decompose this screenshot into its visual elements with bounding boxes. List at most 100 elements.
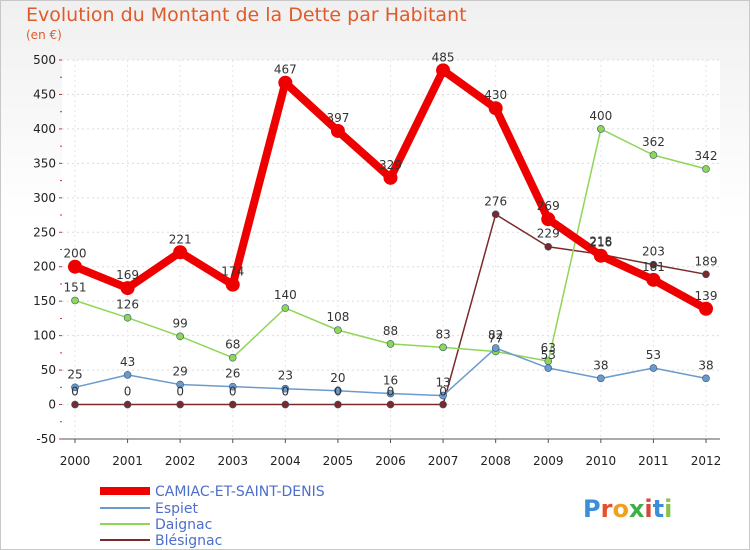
data-point xyxy=(646,272,661,287)
data-label: 200 xyxy=(64,247,87,261)
data-point xyxy=(71,400,79,409)
data-label: 181 xyxy=(642,260,665,274)
data-label: 43 xyxy=(120,355,135,369)
data-point xyxy=(491,344,500,352)
data-label: 342 xyxy=(695,149,718,163)
data-label: 13 xyxy=(435,376,450,390)
y-tick-label: 450 xyxy=(33,87,56,101)
data-point xyxy=(176,380,184,389)
y-tick-label: 250 xyxy=(33,225,56,239)
data-point xyxy=(702,374,710,383)
legend-label: Espiet xyxy=(155,501,199,517)
data-point xyxy=(281,400,290,409)
data-label: 151 xyxy=(64,280,87,294)
x-tick-label: 2009 xyxy=(533,454,564,468)
data-point xyxy=(491,210,500,219)
data-point xyxy=(649,364,658,372)
data-point xyxy=(334,400,342,409)
data-point xyxy=(597,125,605,133)
data-point xyxy=(173,245,188,260)
x-tick-label: 2001 xyxy=(112,454,143,468)
data-label: 29 xyxy=(173,365,188,379)
data-point xyxy=(228,400,237,409)
data-label: 0 xyxy=(176,385,184,399)
data-point xyxy=(702,165,710,173)
y-tick-label: 350 xyxy=(33,156,56,170)
data-label: 329 xyxy=(379,158,402,172)
data-label: 99 xyxy=(173,316,188,330)
data-point xyxy=(334,326,342,334)
data-point xyxy=(597,374,605,383)
data-label: 25 xyxy=(67,367,82,381)
y-tick-label: -50 xyxy=(36,432,56,446)
data-label: 276 xyxy=(484,194,507,208)
data-point xyxy=(334,386,342,395)
data-label: 269 xyxy=(537,199,560,213)
data-label: 0 xyxy=(124,385,132,399)
data-point xyxy=(649,151,658,159)
x-tick-label: 2011 xyxy=(638,454,669,468)
data-label: 0 xyxy=(387,385,395,399)
chart-title: Evolution du Montant de la Dette par Hab… xyxy=(26,4,467,26)
data-point xyxy=(544,242,553,251)
data-label: 229 xyxy=(537,227,560,241)
data-point xyxy=(439,343,447,352)
data-label: 0 xyxy=(282,385,290,399)
x-tick-label: 2012 xyxy=(691,454,722,468)
data-label: 140 xyxy=(274,288,297,302)
data-point xyxy=(541,212,556,227)
data-label: 53 xyxy=(541,348,556,362)
x-tick-label: 2003 xyxy=(217,454,248,468)
data-point xyxy=(176,332,184,341)
y-tick-label: 100 xyxy=(33,329,56,343)
data-label: 108 xyxy=(326,310,349,324)
data-label: 23 xyxy=(278,369,293,383)
data-point xyxy=(386,340,395,348)
data-point xyxy=(544,364,553,372)
data-label: 63 xyxy=(541,341,556,355)
x-tick-label: 2005 xyxy=(323,454,354,468)
data-point xyxy=(439,391,447,400)
data-point xyxy=(68,259,82,274)
data-label: 221 xyxy=(169,232,192,246)
x-tick-label: 2008 xyxy=(480,454,511,468)
data-label: 467 xyxy=(274,63,297,77)
data-label: 0 xyxy=(439,385,447,399)
data-point xyxy=(436,63,451,78)
data-label: 26 xyxy=(225,367,240,381)
data-label: 68 xyxy=(225,338,240,352)
x-tick-label: 2000 xyxy=(60,454,91,468)
data-label: 0 xyxy=(229,385,237,399)
data-label: 0 xyxy=(71,385,79,399)
data-point xyxy=(228,382,237,391)
y-tick-label: 50 xyxy=(41,363,56,377)
data-label: 218 xyxy=(589,234,612,248)
proxiti-logo: Proxiti xyxy=(583,495,672,523)
data-point xyxy=(123,400,132,409)
data-label: 0 xyxy=(334,385,342,399)
data-label: 189 xyxy=(695,254,718,268)
data-label: 38 xyxy=(698,358,713,372)
y-tick-label: 300 xyxy=(33,191,56,205)
data-label: 82 xyxy=(488,328,503,342)
data-label: 485 xyxy=(432,50,455,64)
data-point xyxy=(123,371,132,379)
data-point xyxy=(488,101,503,116)
data-point xyxy=(386,400,395,409)
data-label: 169 xyxy=(116,268,139,282)
data-label: 88 xyxy=(383,324,398,338)
data-point xyxy=(281,384,290,393)
data-point xyxy=(123,313,132,322)
data-label: 216 xyxy=(589,236,612,250)
data-label: 400 xyxy=(589,109,612,123)
data-point xyxy=(330,123,345,138)
y-tick-label: 0 xyxy=(48,398,56,412)
chart-subtitle: (en €) xyxy=(26,28,62,42)
data-point xyxy=(71,383,79,392)
data-point xyxy=(71,296,79,305)
x-tick-label: 2006 xyxy=(375,454,406,468)
y-tick-label: 150 xyxy=(33,294,56,308)
x-tick-label: 2002 xyxy=(165,454,196,468)
data-point xyxy=(593,248,608,263)
data-label: 126 xyxy=(116,298,139,312)
